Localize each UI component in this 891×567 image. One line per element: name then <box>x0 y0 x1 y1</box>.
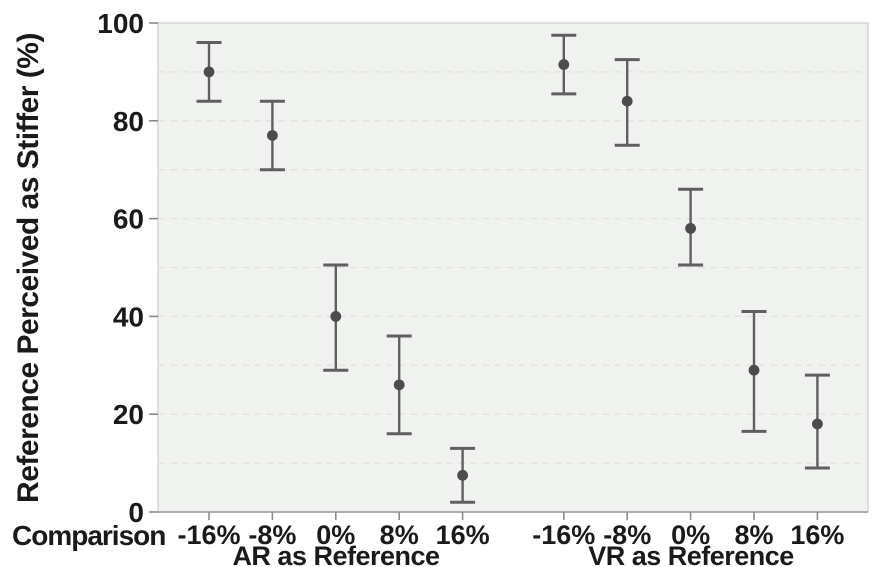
x-tick-label: -16% <box>177 520 240 550</box>
x-tick-label: -8% <box>603 520 651 550</box>
data-point <box>457 469 468 481</box>
x-tick-label: -16% <box>532 520 595 550</box>
x-axis-prefix-label: Comparison <box>12 520 166 551</box>
data-point <box>203 66 215 78</box>
y-tick-label: 0 <box>128 497 144 528</box>
data-point <box>330 311 342 322</box>
group-label-vr: VR as Reference <box>588 541 794 567</box>
x-tick-label: 8% <box>380 520 419 550</box>
x-tick-label: 8% <box>734 520 773 550</box>
x-tick-label: 0% <box>316 520 355 550</box>
data-point <box>621 95 633 107</box>
x-tick-label: 0% <box>671 520 710 550</box>
data-point <box>748 364 760 376</box>
x-tick-label: 16% <box>436 520 490 550</box>
y-tick-label: 20 <box>113 399 144 430</box>
y-tick-label: 60 <box>113 204 144 235</box>
data-point <box>393 379 405 391</box>
y-tick-label: 100 <box>97 8 144 39</box>
y-tick-label: 80 <box>113 106 144 137</box>
y-tick-label: 40 <box>113 301 144 332</box>
x-tick-label: -8% <box>248 520 296 550</box>
data-point <box>812 418 823 430</box>
data-point <box>558 59 570 70</box>
x-tick-label: 16% <box>790 520 844 550</box>
data-point <box>267 130 278 141</box>
data-point <box>685 222 696 234</box>
y-axis-title: Reference Perceived as Stiffer (%) <box>12 33 45 503</box>
group-label-ar: AR as Reference <box>232 541 440 567</box>
